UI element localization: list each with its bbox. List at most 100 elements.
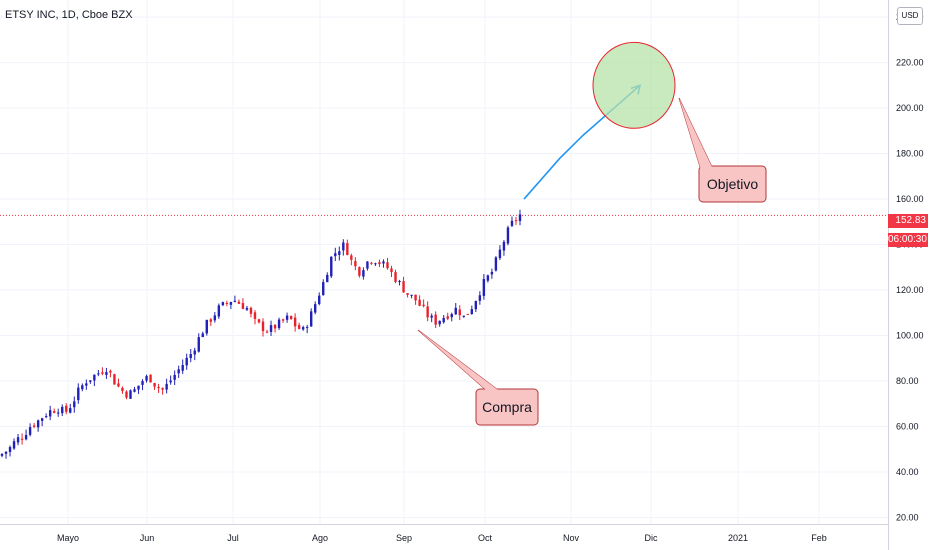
candle-body — [16, 437, 20, 443]
candle-body — [229, 302, 233, 305]
candle — [406, 293, 409, 298]
candle-body — [342, 242, 345, 251]
candle — [117, 378, 120, 388]
candle — [462, 315, 465, 318]
candle — [334, 247, 337, 262]
candle-body — [61, 406, 64, 414]
candle — [145, 374, 148, 383]
candle — [486, 274, 490, 283]
candle-body — [89, 380, 92, 382]
candle-body — [253, 312, 257, 319]
candle — [101, 367, 104, 376]
candle — [450, 312, 453, 322]
candle-body — [137, 385, 140, 390]
candle-body — [490, 271, 494, 275]
candle-body — [117, 383, 120, 387]
candle-body — [73, 401, 76, 408]
candle-body — [181, 365, 184, 371]
candle-body — [462, 315, 465, 317]
candle — [121, 386, 124, 394]
candle-body — [105, 372, 108, 375]
candle-body — [4, 451, 8, 454]
candle-body — [12, 441, 16, 449]
candle — [454, 303, 457, 315]
candle-body — [386, 262, 389, 269]
candle — [245, 305, 249, 312]
candle-body — [309, 311, 313, 327]
bar-countdown-tag: 06:00:30 — [888, 233, 928, 247]
candle — [338, 246, 341, 261]
price-tick-label: 220.00 — [896, 58, 924, 68]
candle — [73, 396, 76, 413]
candle-body — [241, 303, 245, 309]
candle — [137, 385, 140, 394]
candle-body — [121, 387, 124, 392]
candle — [0, 453, 4, 458]
price-tick-label: 60.00 — [896, 421, 919, 431]
candle — [362, 267, 365, 280]
candle — [374, 262, 377, 266]
candle — [366, 261, 369, 271]
candle — [510, 216, 514, 228]
candle — [81, 383, 84, 392]
candle — [181, 359, 184, 374]
candle-body — [141, 381, 144, 385]
candle — [478, 291, 482, 305]
candle — [225, 300, 229, 307]
candle-body — [318, 295, 321, 305]
candle-body — [422, 304, 425, 307]
candle-body — [293, 317, 297, 327]
last-price-tag: 152.83 — [888, 214, 928, 228]
price-tick-label: 100.00 — [896, 331, 924, 341]
candle — [382, 259, 385, 268]
candle-body — [8, 447, 12, 452]
candle — [165, 378, 168, 394]
candle — [442, 314, 445, 324]
candle — [474, 300, 478, 313]
candle — [514, 216, 518, 225]
candle-body — [289, 315, 293, 320]
candle — [426, 301, 429, 322]
candle — [237, 299, 241, 305]
candle-body — [382, 261, 385, 264]
candle — [293, 313, 297, 332]
candle — [490, 268, 494, 279]
candle — [36, 419, 40, 432]
candle — [386, 257, 389, 270]
candle-body — [514, 220, 518, 222]
candle-body — [518, 214, 522, 221]
currency-button[interactable]: USD — [897, 7, 923, 25]
candle-body — [370, 262, 373, 264]
candle-body — [213, 315, 217, 321]
time-tick-label: Oct — [478, 533, 493, 543]
candle-body — [410, 294, 413, 296]
candle-body — [466, 313, 469, 315]
candle — [470, 305, 474, 315]
candle — [20, 433, 24, 445]
candle — [273, 324, 277, 333]
candle — [141, 379, 144, 391]
candle — [241, 298, 245, 310]
candle — [161, 387, 164, 395]
grid — [0, 0, 888, 524]
candle-body — [36, 420, 40, 428]
candle-body — [482, 279, 486, 296]
candle — [446, 312, 449, 321]
candle — [173, 370, 176, 386]
candle — [109, 369, 112, 378]
candle-body — [406, 293, 409, 295]
candle-body — [233, 300, 237, 302]
candles — [0, 209, 522, 459]
candle — [105, 368, 108, 379]
candle-body — [201, 333, 204, 338]
candle-body — [398, 281, 401, 283]
target-callout: Objetivo — [678, 97, 767, 203]
candle-body — [281, 319, 285, 321]
candle-body — [378, 262, 381, 265]
candle — [358, 266, 361, 278]
candle-body — [470, 309, 474, 315]
candle — [93, 374, 96, 387]
